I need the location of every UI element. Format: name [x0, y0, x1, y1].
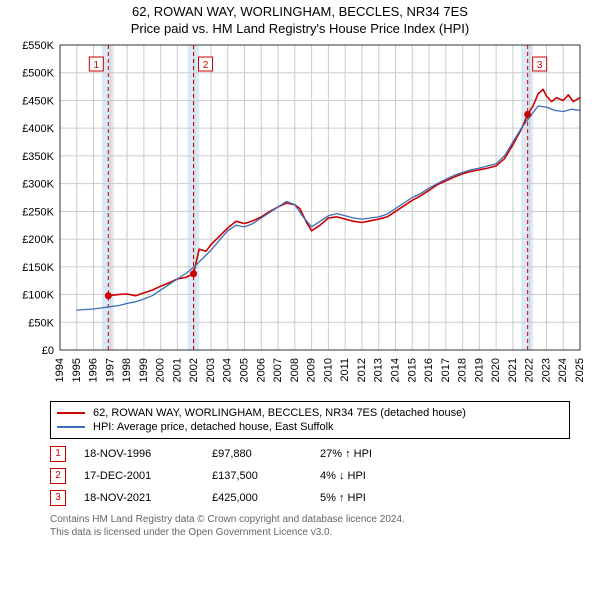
svg-text:2005: 2005	[239, 358, 251, 382]
svg-text:1995: 1995	[71, 358, 83, 382]
svg-text:2002: 2002	[188, 358, 200, 382]
event-date: 18-NOV-2021	[84, 492, 194, 504]
event-price: £425,000	[212, 492, 302, 504]
event-row: 1 18-NOV-1996 £97,880 27% ↑ HPI	[50, 443, 570, 465]
svg-text:2001: 2001	[171, 358, 183, 382]
svg-text:2011: 2011	[339, 358, 351, 382]
svg-text:2010: 2010	[322, 358, 334, 382]
svg-text:2013: 2013	[373, 358, 385, 382]
footer-line: Contains HM Land Registry data © Crown c…	[50, 513, 570, 526]
svg-text:2018: 2018	[457, 358, 469, 382]
svg-text:2020: 2020	[490, 358, 502, 382]
event-price: £137,500	[212, 470, 302, 482]
svg-text:2: 2	[203, 60, 209, 71]
svg-text:1994: 1994	[54, 358, 66, 382]
footer-line: This data is licensed under the Open Gov…	[50, 526, 570, 539]
legend-label: 62, ROWAN WAY, WORLINGHAM, BECCLES, NR34…	[93, 407, 466, 419]
svg-text:1997: 1997	[104, 358, 116, 382]
svg-text:1996: 1996	[88, 358, 100, 382]
footer: Contains HM Land Registry data © Crown c…	[50, 513, 570, 539]
event-marker-icon: 2	[50, 468, 66, 484]
svg-text:£100K: £100K	[22, 290, 54, 302]
svg-text:3: 3	[537, 60, 543, 71]
event-row: 3 18-NOV-2021 £425,000 5% ↑ HPI	[50, 487, 570, 509]
svg-text:1: 1	[94, 60, 100, 71]
svg-text:2014: 2014	[389, 358, 401, 382]
event-row: 2 17-DEC-2001 £137,500 4% ↓ HPI	[50, 465, 570, 487]
event-marker-icon: 1	[50, 446, 66, 462]
svg-text:2021: 2021	[507, 358, 519, 382]
svg-text:2006: 2006	[255, 358, 267, 382]
svg-text:2024: 2024	[557, 358, 569, 382]
event-date: 17-DEC-2001	[84, 470, 194, 482]
svg-text:£450K: £450K	[22, 95, 54, 107]
svg-text:2023: 2023	[540, 358, 552, 382]
svg-text:2008: 2008	[289, 358, 301, 382]
svg-text:£200K: £200K	[22, 234, 54, 246]
svg-text:2007: 2007	[272, 358, 284, 382]
svg-text:2015: 2015	[406, 358, 418, 382]
event-delta: 5% ↑ HPI	[320, 492, 430, 504]
svg-text:£250K: £250K	[22, 206, 54, 218]
legend: 62, ROWAN WAY, WORLINGHAM, BECCLES, NR34…	[50, 401, 570, 439]
legend-row: HPI: Average price, detached house, East…	[57, 420, 563, 434]
svg-text:2019: 2019	[473, 358, 485, 382]
page-title: 62, ROWAN WAY, WORLINGHAM, BECCLES, NR34…	[0, 0, 600, 19]
svg-text:£150K: £150K	[22, 262, 54, 274]
svg-text:£0: £0	[42, 345, 54, 357]
svg-text:2012: 2012	[356, 358, 368, 382]
legend-row: 62, ROWAN WAY, WORLINGHAM, BECCLES, NR34…	[57, 406, 563, 420]
svg-text:2000: 2000	[155, 358, 167, 382]
event-marker-icon: 3	[50, 490, 66, 506]
svg-text:1998: 1998	[121, 358, 133, 382]
svg-text:2004: 2004	[222, 358, 234, 382]
legend-swatch	[57, 412, 85, 414]
event-date: 18-NOV-1996	[84, 448, 194, 460]
svg-text:2017: 2017	[440, 358, 452, 382]
svg-text:2003: 2003	[205, 358, 217, 382]
event-delta: 27% ↑ HPI	[320, 448, 430, 460]
svg-text:£500K: £500K	[22, 68, 54, 80]
svg-text:2022: 2022	[524, 358, 536, 382]
svg-text:£550K: £550K	[22, 40, 54, 52]
svg-text:2009: 2009	[306, 358, 318, 382]
page-subtitle: Price paid vs. HM Land Registry's House …	[0, 19, 600, 40]
event-delta: 4% ↓ HPI	[320, 470, 430, 482]
chart-container: £0 £50K £100K £150K £200K £250K £300K £350K £400…	[10, 40, 590, 395]
page-root: 62, ROWAN WAY, WORLINGHAM, BECCLES, NR34…	[0, 0, 600, 590]
svg-text:1999: 1999	[138, 358, 150, 382]
svg-text:£300K: £300K	[22, 179, 54, 191]
legend-swatch	[57, 426, 85, 428]
events-table: 1 18-NOV-1996 £97,880 27% ↑ HPI 2 17-DEC…	[50, 443, 570, 509]
legend-label: HPI: Average price, detached house, East…	[93, 421, 334, 433]
svg-text:£350K: £350K	[22, 151, 54, 163]
price-chart: £0 £50K £100K £150K £200K £250K £300K £350K £400…	[10, 40, 590, 390]
svg-text:£400K: £400K	[22, 123, 54, 135]
svg-text:2016: 2016	[423, 358, 435, 382]
event-price: £97,880	[212, 448, 302, 460]
svg-text:£50K: £50K	[28, 317, 54, 329]
svg-text:2025: 2025	[574, 358, 586, 382]
